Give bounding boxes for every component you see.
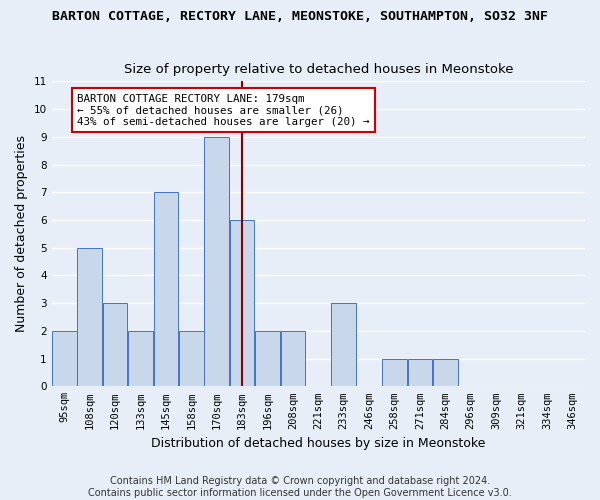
Bar <box>205 137 229 386</box>
Bar <box>331 303 356 386</box>
Bar <box>154 192 178 386</box>
Bar <box>382 358 407 386</box>
Bar <box>255 331 280 386</box>
Text: Contains HM Land Registry data © Crown copyright and database right 2024.
Contai: Contains HM Land Registry data © Crown c… <box>88 476 512 498</box>
Bar <box>230 220 254 386</box>
X-axis label: Distribution of detached houses by size in Meonstoke: Distribution of detached houses by size … <box>151 437 485 450</box>
Bar <box>281 331 305 386</box>
Bar <box>103 303 127 386</box>
Bar <box>433 358 458 386</box>
Bar <box>77 248 102 386</box>
Text: BARTON COTTAGE RECTORY LANE: 179sqm
← 55% of detached houses are smaller (26)
43: BARTON COTTAGE RECTORY LANE: 179sqm ← 55… <box>77 94 370 127</box>
Y-axis label: Number of detached properties: Number of detached properties <box>15 136 28 332</box>
Bar <box>407 358 432 386</box>
Bar <box>52 331 77 386</box>
Title: Size of property relative to detached houses in Meonstoke: Size of property relative to detached ho… <box>124 63 513 76</box>
Bar <box>128 331 153 386</box>
Bar <box>179 331 203 386</box>
Text: BARTON COTTAGE, RECTORY LANE, MEONSTOKE, SOUTHAMPTON, SO32 3NF: BARTON COTTAGE, RECTORY LANE, MEONSTOKE,… <box>52 10 548 23</box>
